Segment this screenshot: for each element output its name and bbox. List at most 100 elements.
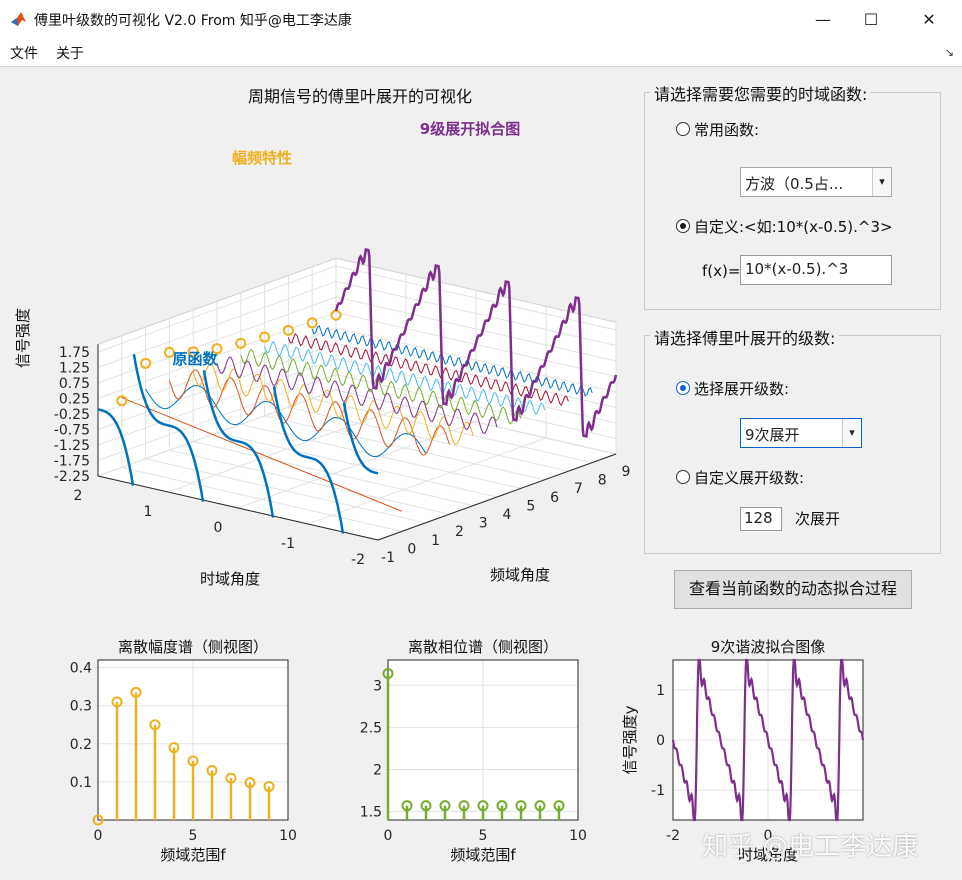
harmonic-curve xyxy=(264,340,546,416)
f-tick-label: 6 xyxy=(550,490,559,506)
fit-line xyxy=(671,658,865,822)
menu-about[interactable]: 关于 xyxy=(56,46,84,62)
stem-marker xyxy=(263,780,275,792)
z-tick-label: -2.25 xyxy=(54,469,90,485)
t-tick-label: 0 xyxy=(214,520,223,536)
f-tick-label: 8 xyxy=(598,473,607,489)
radio-custom-function[interactable] xyxy=(676,219,690,233)
z-tick-label: -1.25 xyxy=(54,438,90,454)
fx-label: f(x)= xyxy=(702,262,741,280)
z-tick-label: 1.25 xyxy=(59,361,90,377)
y-tick-label: 1 xyxy=(656,683,665,699)
amp-marker xyxy=(187,346,199,358)
stem-marker xyxy=(206,764,218,776)
amp-marker xyxy=(235,337,247,349)
function-panel-title: 请选择需要您需要的时域函数: xyxy=(650,81,872,105)
stem-marker xyxy=(130,686,142,698)
radio-custom-order[interactable] xyxy=(676,470,690,484)
x-axis-label: 频域范围f xyxy=(160,846,226,864)
original-curve-3d xyxy=(97,354,379,534)
f-tick-label: 5 xyxy=(526,498,535,514)
title-bar: 傅里叶级数的可视化 V2.0 From 知乎@电工李达康 — ☐ ✕ xyxy=(0,0,962,38)
stem-marker xyxy=(458,800,470,812)
radio-select-order[interactable] xyxy=(676,381,690,395)
toolbar-dock-icon[interactable]: ↘ xyxy=(944,46,954,59)
chart-title: 9次谐波拟合图像 xyxy=(711,638,826,656)
y-tick-label: 1.5 xyxy=(360,805,382,821)
grid-line xyxy=(237,421,477,509)
amp-marker xyxy=(211,343,223,355)
stem-marker xyxy=(168,742,180,754)
dynamic-fit-button[interactable]: 查看当前函数的动态拟合过程 xyxy=(674,570,912,609)
y-tick-label: 2.5 xyxy=(360,720,382,736)
maximize-button[interactable]: ☐ xyxy=(863,9,879,29)
y-tick-label: 3 xyxy=(373,678,382,694)
menu-bar: 文件 关于 ↘ xyxy=(0,38,962,67)
stem-marker xyxy=(439,800,451,812)
custom-order-input[interactable]: 128 xyxy=(740,507,782,531)
amp-marker xyxy=(306,317,318,329)
x-tick-label: 0 xyxy=(384,828,393,844)
fx-input[interactable]: 10*(x-0.5).^3 xyxy=(740,255,892,285)
y-tick-label: 0.1 xyxy=(70,775,92,791)
dc-line xyxy=(121,397,402,512)
order-dropdown[interactable]: 9次展开 ▾ xyxy=(740,418,862,448)
minimize-button[interactable]: — xyxy=(815,9,831,29)
f-tick-label: 4 xyxy=(503,507,512,523)
order-panel-title: 请选择傅里叶展开的级数: xyxy=(650,325,840,349)
y-tick-label: 0.2 xyxy=(70,737,92,753)
y-tick-label: 0 xyxy=(656,733,665,749)
phase-spectrum-chart[interactable]: 1.5 2 2.5 3 0 5 10 离散相位谱（侧视图） 频域范围f xyxy=(330,630,600,880)
fourier-3d-plot[interactable]: 1.751.250.750.25-0.25-0.75-1.25-1.75-2.2… xyxy=(0,68,640,593)
plot-title: 周期信号的傅里叶展开的可视化 xyxy=(248,87,472,106)
x-tick-label: 5 xyxy=(189,828,198,844)
t-axis xyxy=(97,475,379,541)
z-tick-label: 1.75 xyxy=(59,345,90,361)
common-function-dropdown[interactable]: 方波（0.5占... ▾ xyxy=(740,167,892,197)
y-tick-label: 0.3 xyxy=(70,699,92,715)
x-tick-label: 10 xyxy=(279,828,297,844)
matlab-icon xyxy=(11,12,26,26)
window-title: 傅里叶级数的可视化 V2.0 From 知乎@电工李达康 xyxy=(34,13,352,29)
common-function-value: 方波（0.5占... xyxy=(745,175,844,193)
t-tick-label: 2 xyxy=(74,488,83,504)
f-tick-label: 0 xyxy=(407,541,416,557)
amp-marker xyxy=(140,357,152,369)
order-value: 9次展开 xyxy=(745,426,800,444)
stem-marker xyxy=(553,800,565,812)
grid-line xyxy=(167,405,407,493)
close-button[interactable]: ✕ xyxy=(922,9,936,29)
f-axis-label: 频域角度 xyxy=(490,566,550,584)
x-tick-label: 0 xyxy=(764,828,773,844)
harmonic-curve xyxy=(287,333,569,406)
label-original: 原函数 xyxy=(172,350,218,368)
menu-file[interactable]: 文件 xyxy=(10,46,38,62)
t-axis-label: 时域角度 xyxy=(200,570,260,588)
stem-marker xyxy=(382,667,394,679)
label-fit: 9级展开拟合图 xyxy=(420,120,520,138)
grid-line xyxy=(97,389,337,477)
stem-marker xyxy=(244,777,256,789)
y-axis-label: 信号强度y xyxy=(621,705,639,774)
custom-order-label: 自定义展开级数: xyxy=(694,469,805,487)
custom-function-label: 自定义:<如:10*(x-0.5).^3> xyxy=(694,218,893,236)
t-tick-label: -1 xyxy=(281,536,295,552)
x-axis-label: 时域角度 xyxy=(738,846,798,864)
stem-marker xyxy=(92,814,104,826)
chart-title: 离散幅度谱（侧视图） xyxy=(118,638,268,656)
select-order-label: 选择展开级数: xyxy=(694,380,790,398)
chevron-down-icon: ▾ xyxy=(842,419,861,447)
radio-common-function[interactable] xyxy=(676,122,690,136)
stem-marker xyxy=(477,800,489,812)
stem-marker xyxy=(187,755,199,767)
harmonic-curve xyxy=(145,384,427,458)
f-tick-label: -1 xyxy=(381,550,395,566)
amp-marker xyxy=(282,324,294,336)
harmonic-curve xyxy=(240,348,522,425)
stem-marker xyxy=(401,800,413,812)
amplitude-spectrum-chart[interactable]: 0.1 0.2 0.3 0.4 0 5 10 离散幅度谱（侧视图） 频域范围f xyxy=(40,630,310,880)
fit-curve-3d xyxy=(334,248,618,438)
z-tick-label: 0.25 xyxy=(59,392,90,408)
grid-line xyxy=(307,437,547,525)
